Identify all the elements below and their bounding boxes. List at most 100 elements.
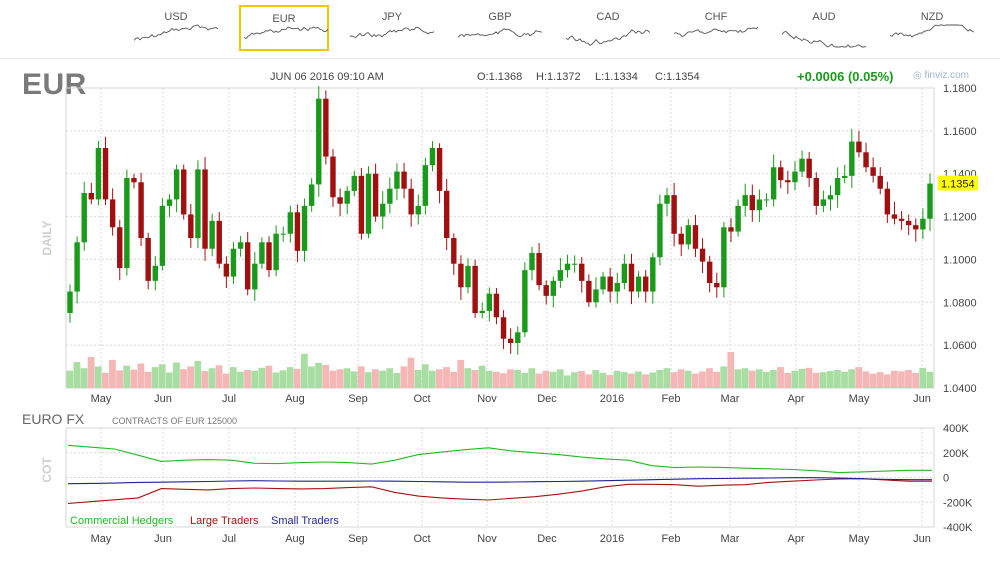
volume-bar xyxy=(848,369,856,388)
candle-body xyxy=(628,263,635,292)
volume-bar xyxy=(393,372,401,388)
cot-title: EURO FX xyxy=(22,411,85,427)
volume-bar xyxy=(279,370,287,388)
volume-bar xyxy=(478,365,486,388)
candle-body xyxy=(465,265,471,288)
price-tick-label: 1.1800 xyxy=(943,83,977,95)
candle-body xyxy=(778,167,784,181)
volume-bar xyxy=(663,368,671,388)
sparkline-icon xyxy=(674,26,758,38)
sparkline-icon xyxy=(890,24,974,38)
volume-bar xyxy=(883,374,891,388)
volume-bar xyxy=(592,370,600,388)
candle-body xyxy=(443,190,450,238)
candle-body xyxy=(308,184,315,206)
candle-body xyxy=(330,156,336,198)
candle-body xyxy=(472,265,478,313)
currency-tabs: USD EUR JPY GBP CAD CHF AUD NZD xyxy=(0,0,1000,58)
candle-body xyxy=(671,195,677,234)
candle-body xyxy=(564,263,571,271)
volume-bar xyxy=(734,369,742,388)
candle-body xyxy=(344,190,350,204)
volume-bar xyxy=(237,371,244,388)
candle-body xyxy=(877,175,883,189)
volume-bar xyxy=(528,368,536,388)
volume-bar xyxy=(350,371,358,388)
last-price-marker xyxy=(938,175,978,191)
candle-body xyxy=(905,220,912,226)
candle-body xyxy=(550,280,557,296)
cot-axis-label: COT xyxy=(40,457,54,483)
tab-chf[interactable]: CHF xyxy=(671,5,761,51)
cot-x-tick-label: Jul xyxy=(222,533,236,545)
volume-bar xyxy=(187,366,195,388)
tab-nzd[interactable]: NZD xyxy=(887,5,977,51)
volume-bar xyxy=(784,372,792,388)
volume-bar xyxy=(762,371,770,388)
candle-body xyxy=(870,167,876,176)
candle-body xyxy=(323,98,329,157)
volume-bar xyxy=(656,370,664,388)
candle-body xyxy=(891,214,898,219)
tab-cad[interactable]: CAD xyxy=(563,5,653,51)
candle-body xyxy=(401,171,407,189)
candle-body xyxy=(842,175,848,178)
candle-body xyxy=(834,178,841,196)
candle-body xyxy=(884,188,891,215)
last-price-label: 1.1354 xyxy=(941,179,975,191)
candle-body xyxy=(124,178,130,268)
volume-bar xyxy=(578,371,585,388)
x-tick-label: Apr xyxy=(787,393,804,405)
candle-body xyxy=(820,199,827,206)
volume-bar xyxy=(464,368,472,388)
candle-body xyxy=(827,195,834,200)
volume-bar xyxy=(343,368,351,388)
commercial-hedgers-line xyxy=(67,444,932,474)
small-traders-line xyxy=(67,477,932,485)
candle-body xyxy=(714,283,720,288)
legend-entry: Commercial Hedgers xyxy=(70,515,174,527)
tab-aud[interactable]: AUD xyxy=(779,5,869,51)
x-tick-label: Jul xyxy=(222,393,236,405)
volume-bar xyxy=(293,368,301,388)
volume-bar xyxy=(364,372,372,388)
brand-link[interactable]: ◎ finviz.com xyxy=(913,70,969,81)
volume-bar xyxy=(620,372,628,388)
tab-label: CHF xyxy=(704,11,728,23)
volume-bar xyxy=(215,365,223,388)
symbol-title: EUR xyxy=(22,68,87,101)
tab-jpy[interactable]: JPY xyxy=(347,5,437,51)
volume-bar xyxy=(805,367,813,388)
volume-bar xyxy=(258,367,266,388)
volume-bar xyxy=(94,366,102,388)
candle-body xyxy=(209,220,215,249)
tab-label: NZD xyxy=(920,11,944,23)
cot-tick-label: 0 xyxy=(943,473,949,485)
candle-body xyxy=(117,227,123,268)
volume-bar xyxy=(144,371,152,388)
volume-bar xyxy=(791,370,799,388)
volume-bar xyxy=(819,372,827,388)
volume-bar xyxy=(450,371,457,388)
volume-bar xyxy=(400,366,408,388)
candle-body xyxy=(351,175,357,191)
volume-bar xyxy=(862,371,870,388)
legend-entry: Large Traders xyxy=(190,515,259,527)
candle-body xyxy=(181,169,187,215)
candle-body xyxy=(188,214,194,238)
volume-bar xyxy=(272,372,280,388)
tab-eur[interactable]: EUR xyxy=(239,5,329,51)
cot-x-tick-label: Jun xyxy=(913,533,931,545)
tab-usd[interactable]: USD xyxy=(131,5,221,51)
x-tick-label: Dec xyxy=(537,393,557,405)
volume-bar xyxy=(265,365,273,388)
volume-bar xyxy=(514,370,521,388)
change-value: +0.0006 (0.05%) xyxy=(797,69,894,84)
cot-x-tick-label: Apr xyxy=(787,533,804,545)
candle-body xyxy=(372,173,379,217)
candle-body xyxy=(486,293,493,311)
tab-gbp[interactable]: GBP xyxy=(455,5,545,51)
volume-bar xyxy=(407,357,415,388)
candle-body xyxy=(202,169,208,249)
